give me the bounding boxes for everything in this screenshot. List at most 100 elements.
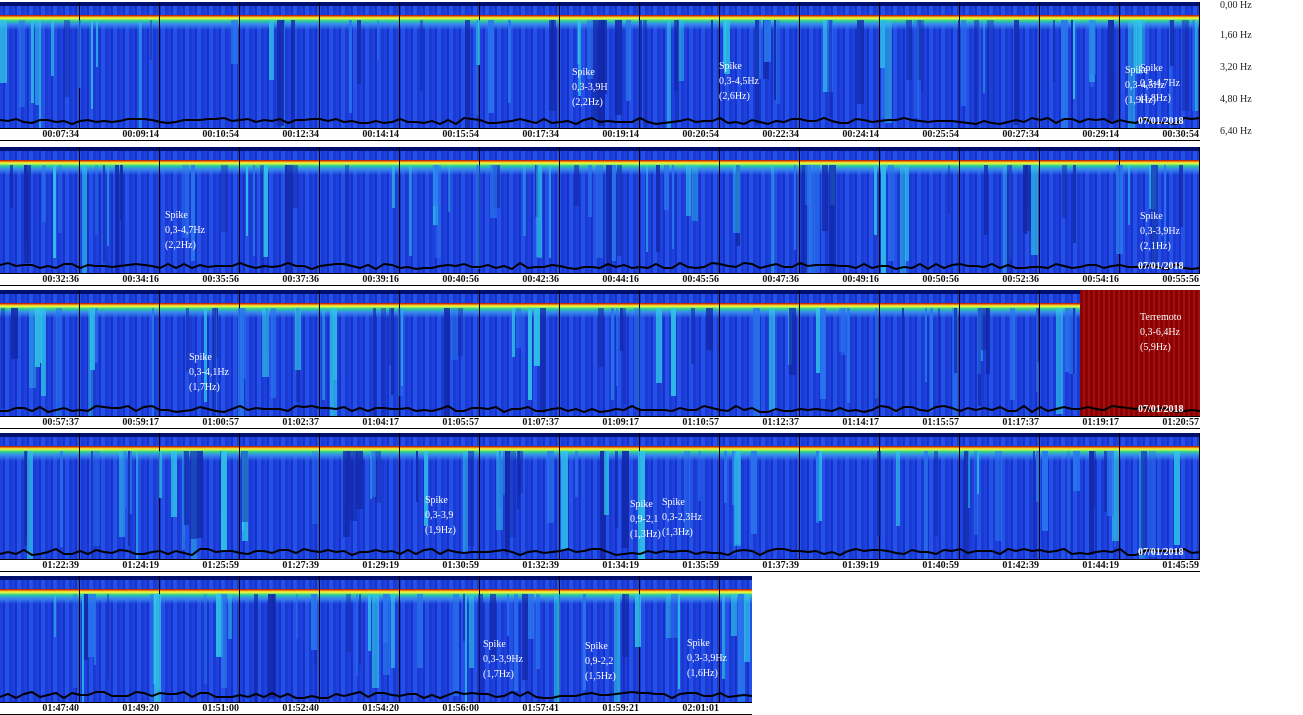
time-label: 01:52:40 [282, 703, 319, 714]
annotation-line: (1,6Hz) [687, 668, 718, 679]
annotation: Spike 0,3-4,7Hz (2,2Hz) [165, 208, 205, 253]
texture-stripe [391, 308, 394, 396]
texture-stripe [389, 308, 391, 365]
texture-stripe [1056, 308, 1063, 414]
texture-stripe [829, 20, 832, 117]
texture-stripe [94, 594, 96, 666]
texture-stripe [184, 451, 189, 525]
texture-stripe [517, 451, 520, 510]
texture-stripe [574, 165, 579, 207]
texture-stripe [182, 165, 189, 238]
texture-stripe [611, 165, 616, 262]
texture-stripe [593, 20, 598, 118]
annotation-line: 0,3-4,5Hz [1125, 80, 1165, 91]
texture-stripe [751, 451, 757, 534]
texture-stripe [577, 20, 580, 65]
texture-stripe [95, 165, 98, 235]
time-label: 00:09:14 [122, 129, 159, 140]
time-label: 01:04:17 [362, 417, 399, 428]
texture-stripe [40, 308, 42, 363]
texture-stripe [508, 20, 511, 103]
texture-stripe [93, 451, 100, 547]
trace [0, 690, 752, 700]
texture-stripe [881, 165, 886, 273]
texture-stripe [986, 308, 990, 375]
texture-stripe [277, 20, 284, 126]
trace [0, 404, 1200, 414]
texture-stripe [221, 165, 228, 232]
texture-stripe [453, 594, 459, 696]
texture-stripe [263, 165, 268, 258]
texture-stripe [987, 20, 994, 128]
texture-stripe [917, 20, 921, 80]
frequency-label: 1,60 Hz [1220, 30, 1252, 41]
spectrogram [0, 2, 1200, 128]
texture-stripe [1192, 20, 1195, 112]
texture-stripe [822, 165, 828, 231]
texture-stripe [243, 308, 246, 380]
annotation-line: (2,2Hz) [165, 240, 196, 251]
time-label: 01:30:59 [442, 560, 479, 571]
texture-stripe [1104, 451, 1107, 513]
texture-stripe [154, 594, 161, 702]
texture-stripe [228, 594, 232, 639]
texture-stripe [42, 165, 46, 222]
time-label: 01:02:37 [282, 417, 319, 428]
time-label: 00:42:36 [522, 274, 559, 285]
texture-stripe [83, 594, 88, 661]
annotation-line: 0,3-6,4Hz [1140, 327, 1180, 338]
time-label: 00:45:56 [682, 274, 719, 285]
texture-stripe [596, 165, 603, 259]
texture-stripe [24, 165, 27, 242]
time-label: 01:34:19 [602, 560, 639, 571]
texture-stripe [1141, 451, 1147, 556]
texture-stripe [643, 20, 647, 128]
texture-stripe [1195, 20, 1198, 111]
texture-stripe [221, 451, 227, 550]
texture-stripe [204, 594, 207, 685]
trace [0, 116, 1200, 126]
time-label: 00:12:34 [282, 129, 319, 140]
texture-stripe [734, 451, 741, 546]
time-label: 00:44:16 [602, 274, 639, 285]
texture-stripe [948, 165, 950, 215]
texture-stripe [420, 20, 423, 92]
annotation-line: 0,3-4,1Hz [189, 367, 229, 378]
texture-stripe [523, 165, 526, 237]
trace [0, 261, 1200, 271]
texture-stripe [902, 308, 904, 416]
time-label: 00:40:56 [442, 274, 479, 285]
time-label: 01:40:59 [922, 560, 959, 571]
texture-stripe [540, 308, 546, 414]
spectrogram [0, 576, 752, 702]
texture-stripe [623, 308, 626, 404]
time-label: 00:47:36 [762, 274, 799, 285]
texture-stripe [254, 594, 258, 702]
texture-stripe [359, 594, 361, 666]
time-label: 01:20:57 [1162, 417, 1199, 428]
texture-stripe [611, 308, 614, 401]
texture-stripe [514, 594, 518, 691]
texture-stripe [881, 20, 885, 119]
annotation-line: (1,9Hz) [425, 525, 456, 536]
texture-stripe [347, 451, 350, 505]
texture-stripe [103, 165, 105, 263]
annotation-line: 0,3-4,7Hz [1140, 78, 1180, 89]
texture-stripe [1128, 165, 1130, 225]
texture-stripe [19, 20, 25, 108]
texture-stripe [626, 20, 631, 101]
annotation-line: 0,3-4,7Hz [165, 225, 205, 236]
texture-stripe [600, 451, 606, 559]
time-label: 00:32:36 [42, 274, 79, 285]
annotation-line: (2,1Hz) [1140, 241, 1171, 252]
time-label: 01:35:59 [682, 560, 719, 571]
texture-stripe [857, 20, 864, 104]
texture-stripe [974, 20, 979, 128]
texture-stripe [468, 451, 474, 546]
annotation-line: 0,9-2,2 [585, 656, 614, 667]
texture-stripe [764, 20, 771, 62]
annotation-line: Spike [1125, 65, 1148, 76]
texture-stripe [295, 308, 301, 370]
annotation-line: 0,3-3,9 [425, 510, 454, 521]
texture-stripe [231, 20, 238, 65]
